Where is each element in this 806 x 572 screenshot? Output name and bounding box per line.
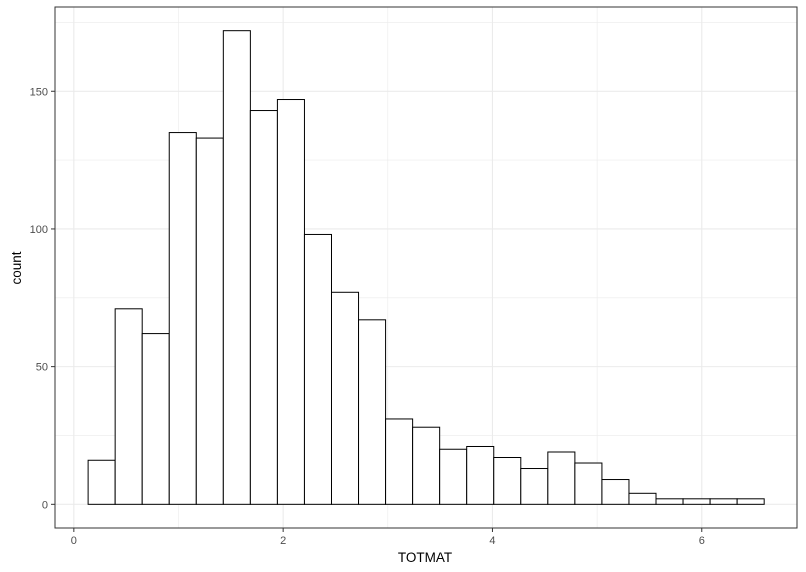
y-tick-label: 100	[30, 224, 48, 236]
histogram-bar	[222, 30, 251, 505]
histogram-bar	[358, 319, 387, 505]
histogram-bar	[114, 308, 143, 505]
histogram-bar	[412, 426, 441, 505]
y-tick-label: 50	[36, 362, 48, 374]
histogram-bars	[87, 30, 765, 505]
histogram-bar	[547, 451, 576, 505]
histogram-bar	[195, 137, 224, 505]
y-axis-title: count	[9, 251, 24, 284]
tick-labels: 0 2 4 6 0 50 100 150	[30, 86, 705, 547]
histogram-bar	[330, 291, 360, 505]
histogram-bar	[628, 492, 657, 505]
histogram-bar	[466, 445, 495, 505]
x-tick-label: 0	[71, 535, 77, 547]
x-tick-label: 4	[489, 535, 495, 547]
histogram-bar	[439, 448, 468, 505]
axis-ticks	[51, 90, 703, 532]
y-tick-label: 0	[42, 499, 48, 511]
histogram-bar	[520, 468, 549, 505]
histogram-bar	[655, 498, 684, 505]
histogram-bar	[168, 132, 197, 505]
histogram-bar	[87, 459, 116, 505]
histogram-bar	[736, 498, 765, 505]
histogram-bar	[249, 110, 278, 505]
histogram-bar	[303, 233, 332, 505]
histogram-bar	[493, 457, 522, 505]
histogram-bar	[601, 479, 630, 505]
x-axis-title: TOTMAT	[398, 550, 452, 565]
histogram-bar	[709, 498, 738, 505]
x-tick-label: 6	[699, 535, 705, 547]
histogram-bar	[385, 418, 414, 505]
y-tick-label: 150	[30, 86, 48, 98]
histogram-bar	[141, 333, 170, 505]
x-tick-label: 2	[280, 535, 286, 547]
histogram-bar	[276, 99, 305, 505]
histogram-bar	[574, 462, 603, 505]
histogram-bar	[682, 498, 711, 505]
panel-border	[54, 6, 798, 529]
